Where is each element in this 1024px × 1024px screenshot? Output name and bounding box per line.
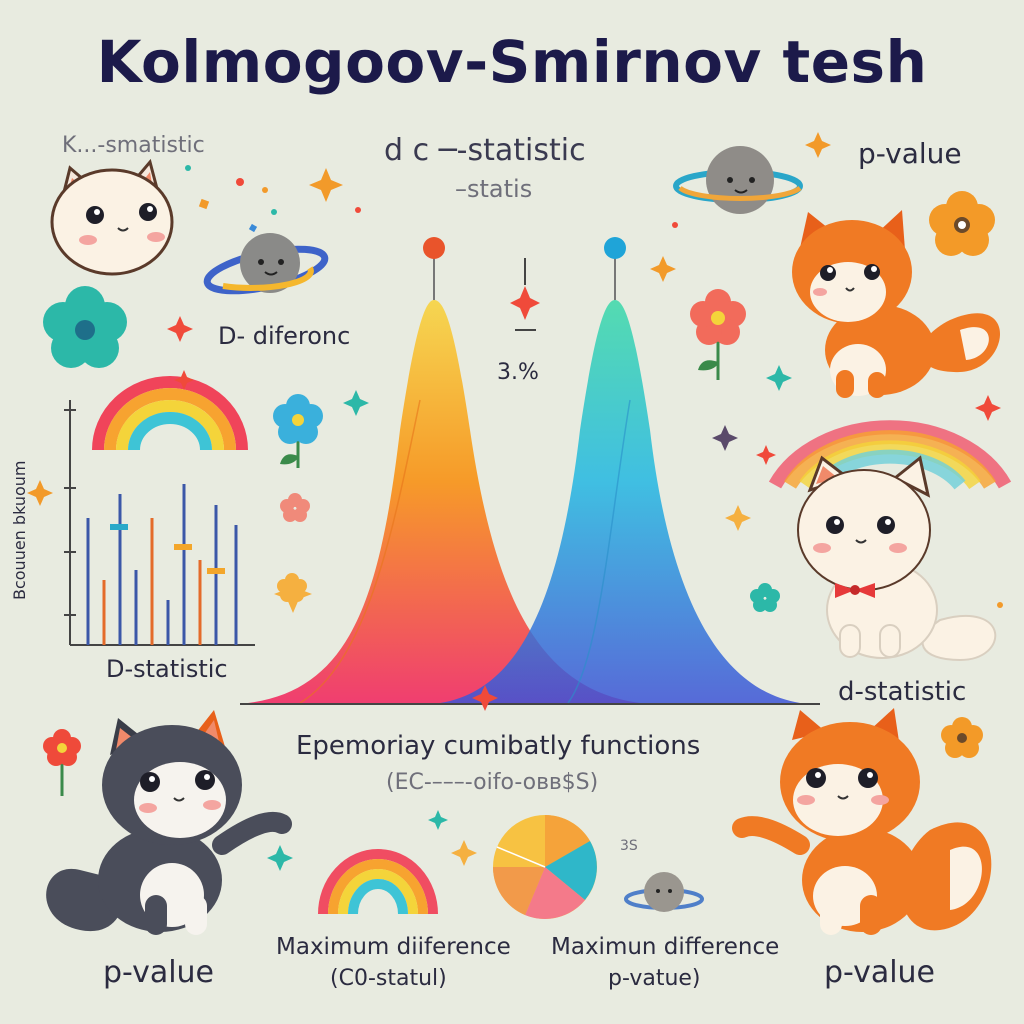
ecdf-title: Epemoriay cumibatly functions [296, 731, 701, 761]
cat-orange-bottom-right-icon [732, 708, 992, 935]
max-difference-right-sub-label: p-vatue) [608, 966, 701, 991]
rainbow-left-icon [92, 376, 248, 451]
flower-orange-icon [929, 191, 995, 256]
p-value-right-label: p-value [824, 955, 936, 990]
cool-curve-marker-icon [604, 237, 626, 259]
center-statistic-sub-label: –statis [455, 175, 533, 203]
flower-tiny-pink-icon [280, 493, 310, 522]
top-left-statistic-label: K...-smatistic [62, 133, 205, 158]
flower-red-icon [690, 289, 746, 380]
warm-curve-marker-icon [423, 237, 445, 259]
flower-tiny-teal-icon [750, 583, 780, 612]
pie-chart-icon [493, 815, 597, 919]
p-value-left-label: p-value [103, 955, 215, 990]
cat-white-top-left-icon [50, 158, 174, 276]
ecdf-subtitle: (EC-–––-oifo-oʙʙ$S) [386, 770, 599, 795]
cat-orange-top-right-icon [792, 210, 1000, 398]
planet-left-icon [203, 233, 329, 295]
cat-white-bowtie-icon [797, 455, 997, 662]
sparkle-icon [27, 132, 1003, 871]
max-difference-right-label: Maximun difference [551, 934, 780, 960]
planet-small-icon [624, 872, 704, 912]
top-right-pvalue-label: p-value [858, 137, 962, 170]
warm-distribution-curve [248, 300, 640, 703]
flower-blue-icon [273, 394, 323, 468]
cool-distribution-curve [440, 300, 800, 703]
left-bar-chart [64, 400, 255, 646]
flower-teal-icon [43, 286, 127, 368]
flower-small-red-icon [43, 729, 81, 796]
poster-title: Kolmogoov-Smirnov tesh [96, 28, 928, 96]
pie-side-note: 3S [620, 838, 638, 854]
ecdf-curves [240, 237, 820, 705]
planet-right-icon [673, 146, 803, 214]
d-difference-label: D- diferonc [218, 322, 351, 350]
d-statistic-right-label: d-statistic [838, 677, 967, 707]
rainbow-bottom-icon [318, 849, 438, 915]
max-difference-left-sub-label: (C0-statul) [330, 966, 447, 991]
d-statistic-left-label: D-statistic [106, 655, 228, 683]
percent-label: 3.% [497, 360, 539, 385]
center-statistic-label: d c ─-statistic [384, 133, 586, 168]
max-difference-left-label: Maximum diiference [276, 934, 511, 960]
cat-gray-bottom-left-icon [46, 710, 292, 935]
flower-small-orange-icon [941, 717, 983, 758]
